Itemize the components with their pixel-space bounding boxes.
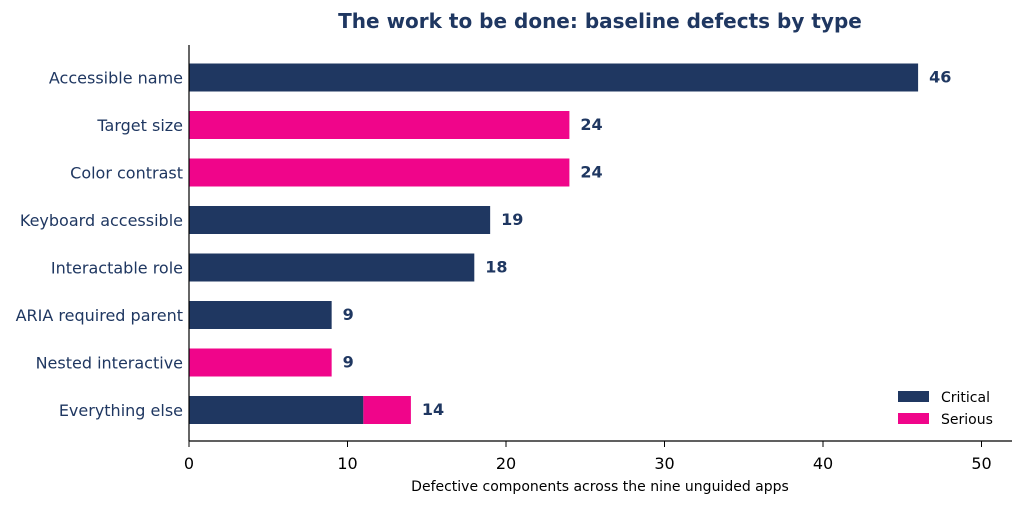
value-label: 24 xyxy=(580,163,602,182)
value-label: 24 xyxy=(580,115,602,134)
bar-serious-2 xyxy=(189,158,570,187)
bar-critical-3 xyxy=(189,206,491,234)
category-label: Color contrast xyxy=(70,164,183,183)
value-label: 18 xyxy=(485,258,507,277)
value-label: 14 xyxy=(422,400,444,419)
x-tick-label: 30 xyxy=(654,454,674,473)
chart-title: The work to be done: baseline defects by… xyxy=(338,9,862,33)
bars-group xyxy=(189,63,919,424)
bar-serious-6 xyxy=(189,348,332,377)
x-tick-label: 20 xyxy=(496,454,516,473)
x-tick-label: 0 xyxy=(184,454,194,473)
x-axis-title: Defective components across the nine ung… xyxy=(411,479,789,495)
category-label: ARIA required parent xyxy=(16,306,183,325)
legend: Critical Serious xyxy=(898,390,993,428)
category-label: Accessible name xyxy=(49,69,183,88)
value-labels: 46 24 24 19 18 9 9 14 xyxy=(343,68,952,420)
bar-critical-7 xyxy=(189,396,364,424)
category-label: Interactable role xyxy=(51,259,183,278)
bar-critical-4 xyxy=(189,253,475,282)
category-label: Target size xyxy=(96,116,183,135)
x-axis-ticks: 0 10 20 30 40 50 xyxy=(184,441,992,473)
bar-critical-0 xyxy=(189,63,919,92)
legend-swatch-critical xyxy=(898,391,929,402)
value-label: 46 xyxy=(929,68,951,87)
category-labels: Accessible name Target size Color contrast… xyxy=(16,69,183,421)
value-label: 19 xyxy=(501,210,523,229)
x-tick-label: 40 xyxy=(813,454,833,473)
category-label: Keyboard accessible xyxy=(20,211,183,230)
legend-label-critical: Critical xyxy=(941,390,990,406)
legend-label-serious: Serious xyxy=(941,412,993,428)
value-label: 9 xyxy=(343,305,354,324)
x-tick-label: 10 xyxy=(337,454,357,473)
bar-serious-1 xyxy=(189,111,570,139)
bar-serious-7 xyxy=(363,396,411,424)
category-label: Nested interactive xyxy=(36,354,183,373)
category-label: Everything else xyxy=(59,401,183,420)
legend-swatch-serious xyxy=(898,413,929,424)
value-label: 9 xyxy=(343,353,354,372)
bar-critical-5 xyxy=(189,301,332,329)
x-tick-label: 50 xyxy=(971,454,991,473)
